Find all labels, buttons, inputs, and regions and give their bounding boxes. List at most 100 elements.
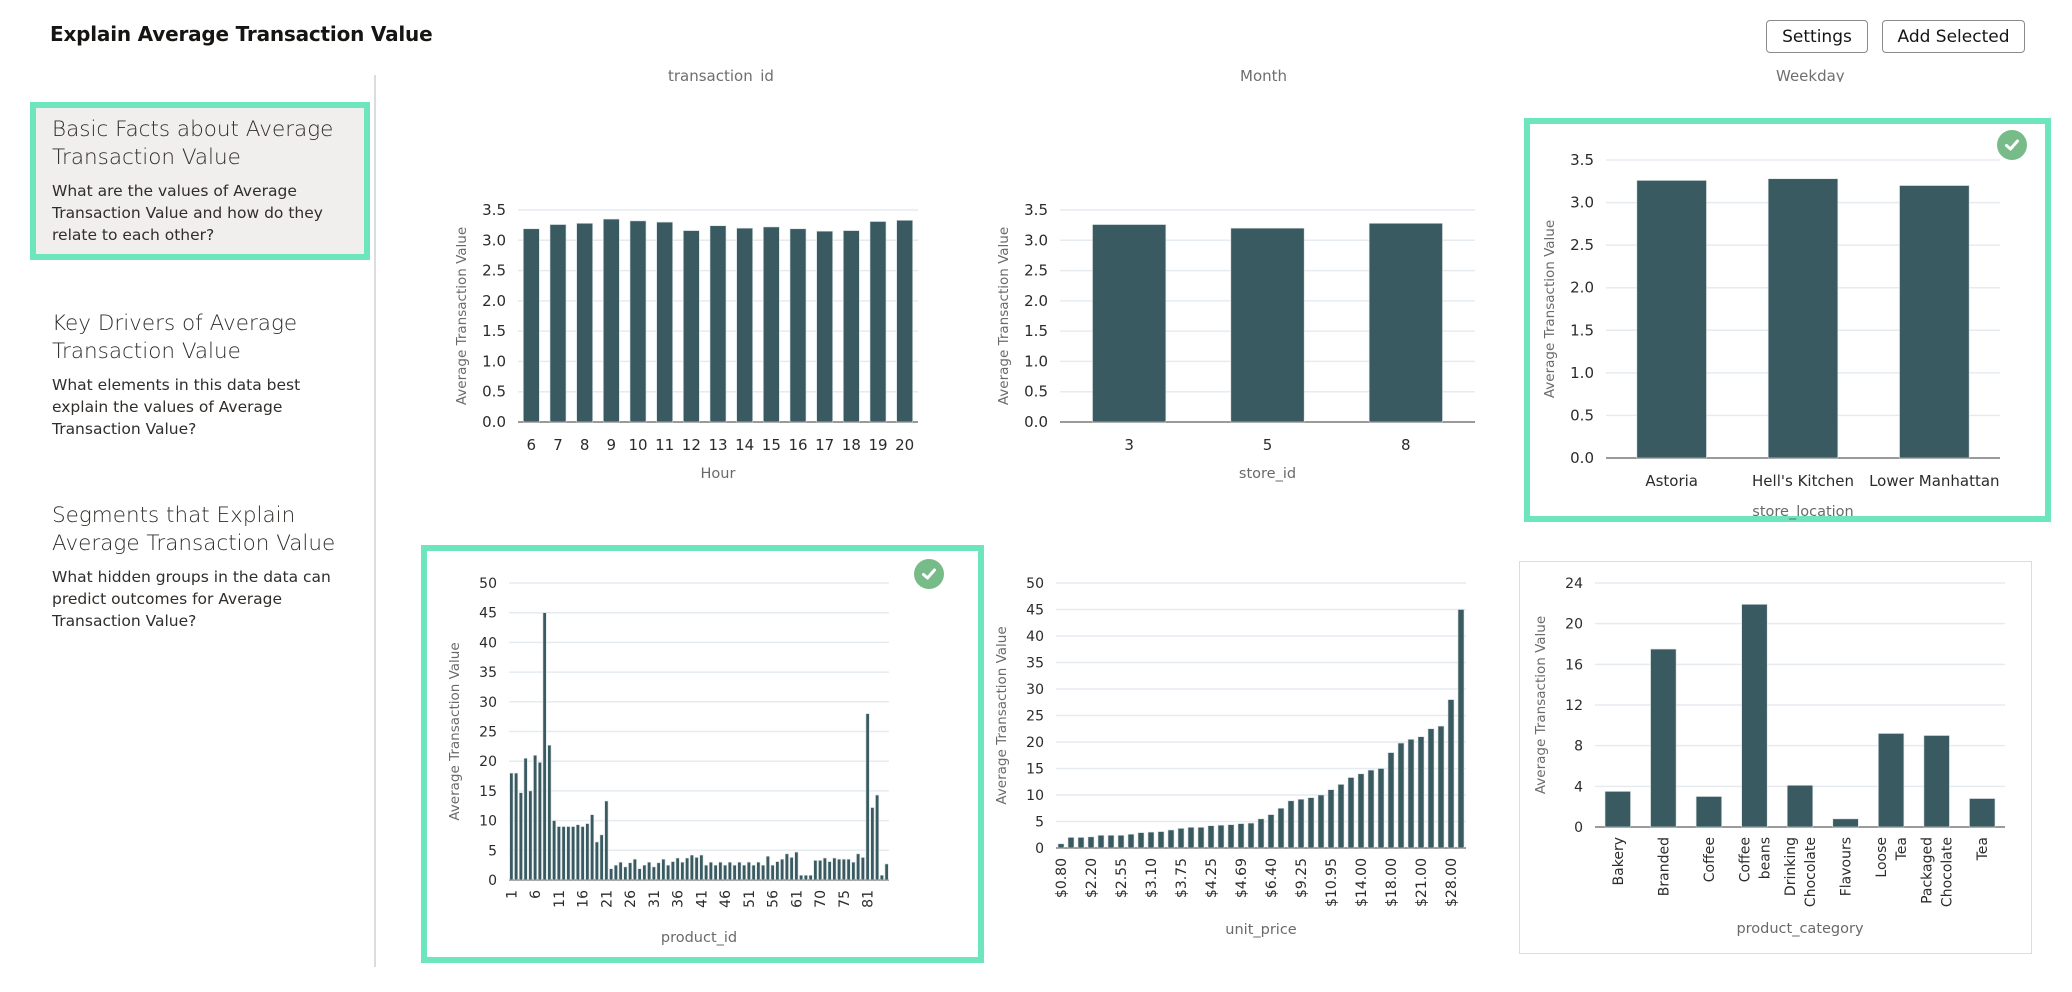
bar[interactable] <box>708 861 713 881</box>
bar[interactable] <box>1197 827 1205 849</box>
bar[interactable] <box>542 612 547 881</box>
bar[interactable] <box>604 800 609 881</box>
bar[interactable] <box>1137 832 1145 849</box>
bar[interactable] <box>528 790 533 881</box>
chart-card-hour[interactable]: 0.0 0.5 1.0 1.5 2.0 2.5 3.0 3.5 Average Transact… <box>420 118 940 518</box>
chart-card-store-id[interactable]: 0.0 0.5 1.0 1.5 2.0 2.5 3.0 3.5 Average Transact… <box>980 118 1520 518</box>
bar[interactable] <box>884 863 889 881</box>
bar[interactable] <box>856 853 861 881</box>
bar[interactable] <box>1217 824 1225 849</box>
bar[interactable] <box>1057 843 1065 849</box>
bar[interactable] <box>1107 834 1115 849</box>
bar[interactable] <box>846 858 851 881</box>
bar[interactable] <box>704 864 709 881</box>
bar[interactable] <box>523 228 540 423</box>
bar[interactable] <box>1899 185 1970 459</box>
bar[interactable] <box>875 794 880 881</box>
bar[interactable] <box>590 814 595 881</box>
bar[interactable] <box>1287 800 1295 849</box>
bar[interactable] <box>775 861 780 881</box>
bar[interactable] <box>1417 736 1425 849</box>
bar[interactable] <box>1237 823 1245 849</box>
bar[interactable] <box>1097 834 1105 849</box>
bar[interactable] <box>599 834 604 881</box>
chart-card-product-category[interactable]: 0 4 8 12 16 20 24 Average Transaction Value Bake… <box>1519 561 2032 954</box>
sidebar-item-segments[interactable]: Segments that Explain Average Transactio… <box>30 488 370 646</box>
bar[interactable] <box>1247 822 1255 849</box>
bar[interactable] <box>827 861 832 881</box>
sidebar-item-basic-facts[interactable]: Basic Facts about Average Transaction Va… <box>30 102 370 260</box>
bar[interactable] <box>680 861 685 881</box>
bar[interactable] <box>818 860 823 881</box>
bar[interactable] <box>1832 818 1859 828</box>
bar[interactable] <box>1650 648 1677 828</box>
bar[interactable] <box>723 864 728 881</box>
bar[interactable] <box>879 874 884 881</box>
bar[interactable] <box>623 866 628 881</box>
bar[interactable] <box>629 220 647 423</box>
bar[interactable] <box>1117 834 1125 849</box>
bar[interactable] <box>1187 827 1195 849</box>
chart-card-unit-price[interactable]: 0 5 10 15 20 25 30 35 40 45 50 Average Transaction … <box>990 555 1500 960</box>
bar[interactable] <box>585 823 590 881</box>
bar[interactable] <box>1427 728 1435 849</box>
bar[interactable] <box>1695 796 1722 828</box>
bar[interactable] <box>1741 604 1768 828</box>
bar[interactable] <box>736 227 753 423</box>
bar[interactable] <box>566 826 571 881</box>
bar[interactable] <box>756 861 761 881</box>
bar[interactable] <box>1604 791 1631 828</box>
bar[interactable] <box>1407 739 1415 849</box>
bar[interactable] <box>713 864 718 881</box>
bar[interactable] <box>533 754 538 881</box>
bar[interactable] <box>727 861 732 881</box>
bar[interactable] <box>737 861 742 881</box>
bar[interactable] <box>1447 699 1455 849</box>
bar[interactable] <box>789 228 807 423</box>
bar[interactable] <box>1786 785 1814 828</box>
bar[interactable] <box>576 223 593 423</box>
bar[interactable] <box>609 868 614 881</box>
bar[interactable] <box>1177 828 1185 849</box>
bar[interactable] <box>1092 224 1167 423</box>
bar[interactable] <box>832 857 837 881</box>
bar[interactable] <box>808 874 813 881</box>
bar[interactable] <box>632 858 637 881</box>
bar[interactable] <box>1167 829 1175 849</box>
bar[interactable] <box>816 230 833 423</box>
bar[interactable] <box>765 855 770 881</box>
bar[interactable] <box>813 860 818 881</box>
bar[interactable] <box>552 820 557 881</box>
bar[interactable] <box>799 874 804 881</box>
bar[interactable] <box>670 861 675 881</box>
bar[interactable] <box>1878 733 1905 828</box>
bar[interactable] <box>803 874 808 881</box>
bar[interactable] <box>784 853 789 881</box>
bar[interactable] <box>603 218 620 423</box>
sidebar-item-key-drivers[interactable]: Key Drivers of Average Transaction Value… <box>30 296 370 454</box>
bar[interactable] <box>514 772 519 881</box>
selected-check-icon[interactable] <box>1997 130 2027 160</box>
bar[interactable] <box>637 868 642 881</box>
bar[interactable] <box>1087 836 1095 849</box>
chart-card-product-id[interactable]: 0 5 10 15 20 25 30 35 40 45 50 Average Transaction … <box>421 545 984 963</box>
bar[interactable] <box>1077 837 1085 849</box>
bar[interactable] <box>628 862 633 881</box>
bar[interactable] <box>1277 807 1285 849</box>
bar[interactable] <box>509 772 514 881</box>
bar[interactable] <box>1397 742 1405 849</box>
chart-card-store-location[interactable]: 0.0 0.5 1.0 1.5 2.0 2.5 3.0 3.5 Average Transact… <box>1524 118 2051 522</box>
settings-button[interactable]: Settings <box>1766 20 1868 53</box>
bar[interactable] <box>656 862 661 881</box>
bar[interactable] <box>537 762 542 881</box>
bar[interactable] <box>1207 825 1215 849</box>
bar[interactable] <box>709 225 727 423</box>
bar[interactable] <box>683 230 700 423</box>
bar[interactable] <box>718 861 723 881</box>
bar[interactable] <box>1923 735 1950 828</box>
bar[interactable] <box>1368 223 1443 423</box>
bar[interactable] <box>675 857 680 881</box>
bar[interactable] <box>594 841 599 881</box>
bar[interactable] <box>761 864 766 881</box>
bar[interactable] <box>1317 794 1325 849</box>
